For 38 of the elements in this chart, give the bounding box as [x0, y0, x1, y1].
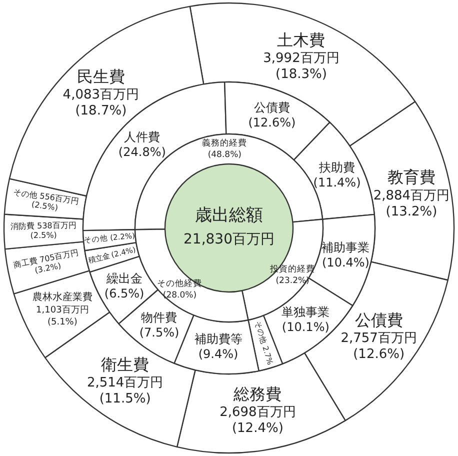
data-label: 2,698百万円 (12.4%) — [220, 405, 296, 436]
slice-label: 総務費 — [232, 384, 282, 404]
slice-label: 公債費 — [254, 100, 290, 115]
slice-label: 衛生費 — [101, 354, 150, 374]
data-label: (11.4%) — [313, 175, 361, 190]
data-label: 2,514百万円 (11.5%) — [86, 376, 164, 407]
slice-label: 扶助費 — [318, 160, 355, 174]
slice-label: 人件費 — [124, 130, 160, 144]
slice-label: 物件費 — [141, 310, 178, 324]
slice-label: 消防費 538百万円 (2.5%) — [10, 220, 76, 240]
text: 歳出総額 — [195, 205, 263, 226]
slice-label: 教育費 — [387, 168, 436, 187]
data-label: (28.0%) — [162, 290, 197, 301]
slice-label: その他 556百万円 (2.5%) — [12, 188, 80, 213]
slice-label: 公債費 — [354, 310, 403, 330]
slice-label: 繰出金 — [105, 271, 142, 286]
slice-label: 商工費 705百万円 (3.2%) — [12, 248, 80, 276]
data-label: (12.6%) — [248, 116, 296, 130]
data-label: 2,757百万円 (12.6%) — [340, 331, 417, 362]
data-label: (24.8%) — [118, 144, 166, 159]
slice-label: 義務的経費 — [202, 138, 248, 149]
data-label: (9.4%) — [198, 347, 238, 362]
text: 21,830百万円 — [184, 232, 274, 248]
data-label: 2,884百万円 (13.2%) — [373, 188, 450, 220]
data-label: 1,103百万円 (5.1%) — [36, 305, 89, 328]
data-label: 4,083百万円 (18.7%) — [62, 88, 140, 119]
slice-label: 単独事業 — [282, 304, 330, 319]
slice-label: 土木費 — [277, 30, 326, 50]
data-label: (48.8%) — [208, 150, 242, 160]
data-label: 3,992百万円 (18.3%) — [263, 51, 340, 82]
data-label: (6.5%) — [104, 286, 144, 300]
slice-label: 農林水産業費 — [32, 291, 92, 304]
slice-label: 補助事業 — [322, 240, 370, 254]
data-label: (10.4%) — [322, 255, 370, 270]
data-label: (7.5%) — [139, 325, 180, 340]
slice-label: 補助費等 — [194, 332, 242, 346]
slice-label: 民生費 — [76, 66, 125, 86]
data-label: (10.1%) — [282, 320, 330, 334]
